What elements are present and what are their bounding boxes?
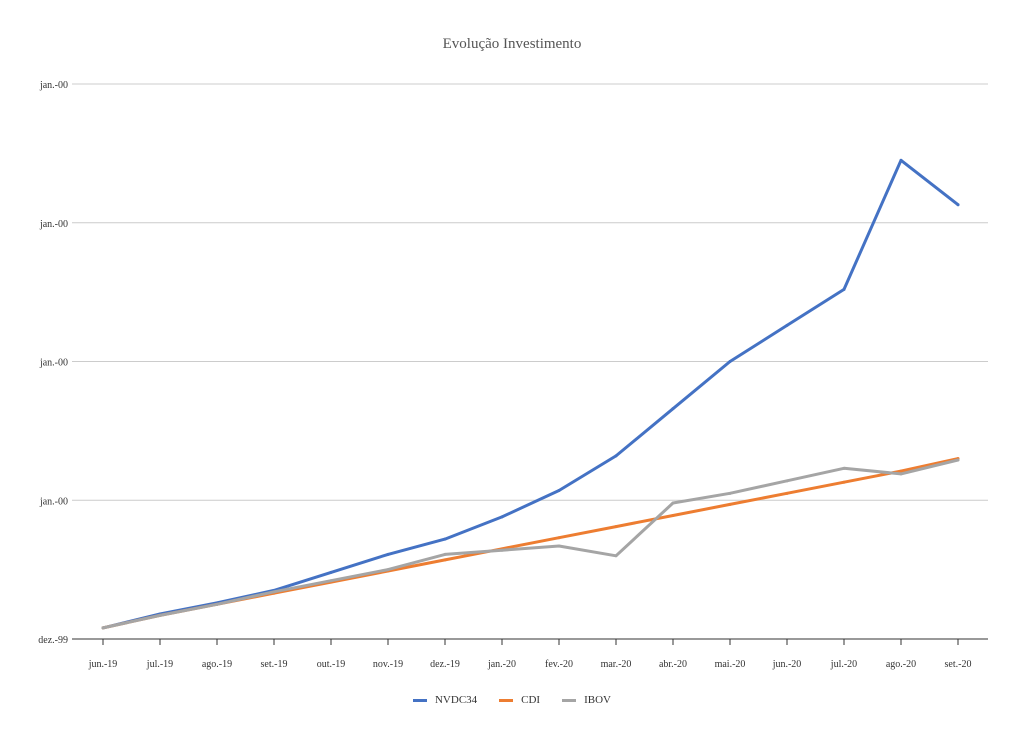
legend-swatch (499, 698, 514, 702)
data-point-ibov (557, 544, 561, 548)
data-point-cdi (557, 536, 561, 540)
legend-swatch (412, 698, 427, 702)
x-tick-label: jul.-20 (830, 659, 857, 670)
data-point-ibov (785, 479, 789, 483)
y-tick-label: jan.-00 (39, 80, 68, 91)
x-tick-label: set.-19 (261, 659, 288, 670)
chart-title: Evolução Investimento (442, 36, 582, 52)
data-point-ibov (329, 579, 333, 583)
data-point-cdi (899, 469, 903, 473)
data-point-cdi (842, 480, 846, 484)
x-tick-label: jan.-20 (487, 659, 516, 670)
y-tick-label: jan.-00 (39, 496, 68, 507)
data-point-cdi (443, 558, 447, 562)
legend-swatch (562, 698, 577, 702)
x-tick-label: abr.-20 (659, 659, 687, 670)
legend-label: CDI (521, 694, 541, 706)
y-tick-label: jan.-00 (39, 219, 68, 230)
data-point-nvdc34 (842, 287, 846, 291)
series-line-nvdc34 (101, 158, 960, 630)
data-point-ibov (443, 552, 447, 556)
x-tick-label: jul.-19 (146, 659, 173, 670)
legend-label: IBOV (584, 694, 611, 706)
data-point-ibov (671, 501, 675, 505)
data-point-cdi (614, 525, 618, 529)
data-point-nvdc34 (614, 454, 618, 458)
y-tick-label: dez.-99 (38, 635, 68, 646)
data-point-ibov (101, 626, 105, 630)
data-point-nvdc34 (386, 552, 390, 556)
x-tick-label: set.-20 (945, 659, 972, 670)
data-point-nvdc34 (557, 489, 561, 493)
series-line-ibov (101, 458, 960, 630)
legend-item-cdi: CDI (499, 694, 540, 706)
data-point-nvdc34 (956, 203, 960, 207)
x-tick-label: ago.-19 (202, 659, 232, 670)
legend-item-ibov: IBOV (562, 694, 611, 706)
x-tick-label: ago.-20 (886, 659, 916, 670)
data-point-nvdc34 (443, 537, 447, 541)
data-point-ibov (158, 613, 162, 617)
data-point-ibov (500, 548, 504, 552)
data-point-ibov (272, 590, 276, 594)
y-tick-label: jan.-00 (39, 358, 68, 369)
legend-label: NVDC34 (434, 694, 478, 706)
data-point-ibov (728, 491, 732, 495)
data-point-ibov (386, 568, 390, 572)
data-point-cdi (728, 502, 732, 506)
x-tick-label: jun.-19 (88, 659, 118, 670)
x-tick-label: mai.-20 (715, 659, 746, 670)
x-tick-label: jun.-20 (772, 659, 802, 670)
x-tick-label: dez.-19 (430, 659, 460, 670)
chart-legend: NVDC34 CDI IBOV (0, 694, 1024, 706)
x-tick-label: fev.-20 (545, 659, 573, 670)
data-point-nvdc34 (671, 407, 675, 411)
data-point-nvdc34 (329, 570, 333, 574)
data-point-ibov (899, 472, 903, 476)
x-tick-label: nov.-19 (373, 659, 403, 670)
data-point-ibov (842, 466, 846, 470)
data-point-nvdc34 (500, 515, 504, 519)
data-point-cdi (785, 491, 789, 495)
data-point-ibov (614, 554, 618, 558)
data-point-nvdc34 (785, 323, 789, 327)
data-point-ibov (215, 602, 219, 606)
data-point-nvdc34 (728, 360, 732, 363)
data-point-nvdc34 (899, 158, 903, 162)
data-point-ibov (956, 458, 960, 462)
data-point-cdi (671, 514, 675, 518)
legend-item-nvdc34: NVDC34 (412, 694, 478, 706)
x-tick-label: mar.-20 (601, 659, 632, 670)
x-tick-label: out.-19 (317, 659, 346, 670)
